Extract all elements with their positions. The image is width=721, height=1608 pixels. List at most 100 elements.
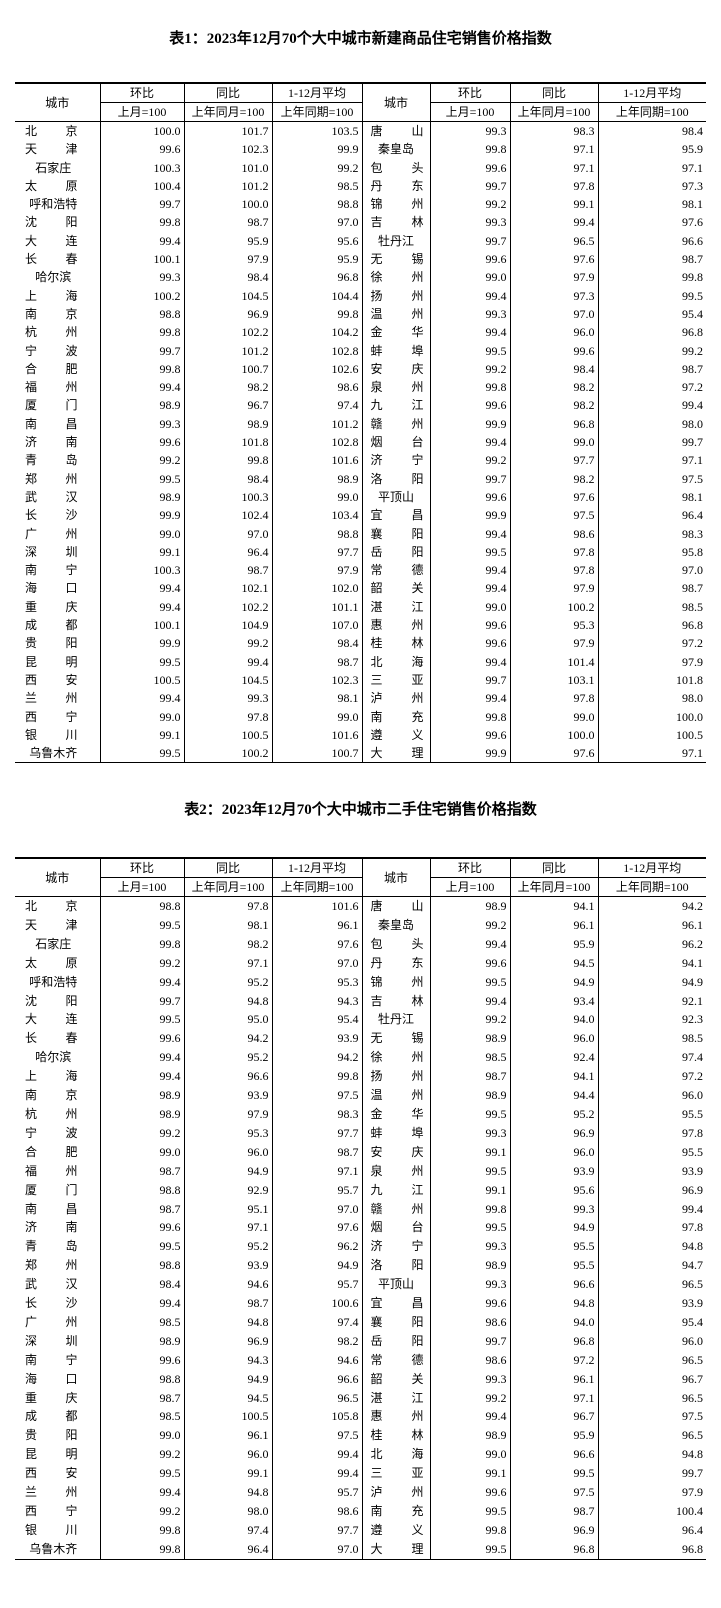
index-value-cell: 98.8 — [99, 1256, 184, 1276]
city-cell: 长春 — [15, 1029, 100, 1048]
city-name: 宜昌 — [370, 1296, 424, 1311]
index-value-cell: 92.4 — [509, 1048, 598, 1068]
index-value-cell: 97.9 — [509, 634, 598, 653]
index-value-cell: 96.9 — [183, 304, 272, 324]
city-name: 长沙 — [25, 1296, 78, 1311]
index-value-cell: 97.3 — [509, 286, 598, 305]
city-cell: 太原 — [15, 177, 100, 195]
index-value-cell: 96.4 — [183, 1539, 272, 1560]
city-name: 南充 — [370, 709, 424, 724]
index-value-cell: 102.1 — [183, 579, 272, 598]
city-cell: 蚌埠 — [361, 341, 430, 360]
table-row: 成都 98.5 100.5 105.8 惠州 99.4 96.7 97.5 — [15, 1407, 706, 1427]
index-value-cell: 103.5 — [271, 121, 362, 141]
index-value-cell: 97.1 — [183, 1218, 272, 1238]
column-header: 同比 — [183, 858, 272, 878]
city-name: 济南 — [25, 1220, 78, 1235]
index-value-cell: 98.2 — [509, 378, 598, 397]
city-cell: 天津 — [15, 140, 100, 158]
city-cell: 石家庄 — [15, 159, 100, 177]
city-name: 呼和浩特 — [29, 197, 78, 212]
city-name: 重庆 — [25, 1390, 78, 1405]
city-name: 无锡 — [370, 252, 424, 267]
index-value-cell: 103.1 — [509, 670, 598, 690]
city-cell: 温州 — [361, 304, 430, 324]
city-name: 蚌埠 — [370, 343, 424, 358]
index-value-cell: 95.6 — [271, 231, 362, 251]
index-value-cell: 95.7 — [271, 1275, 362, 1295]
table-row: 沈阳 99.8 98.7 97.0 吉林 99.3 99.4 97.6 — [15, 213, 706, 232]
index-value-cell: 97.6 — [509, 250, 598, 269]
city-cell: 济南 — [15, 433, 100, 451]
city-name: 锦州 — [370, 197, 424, 212]
index-value-cell: 99.7 — [429, 469, 510, 488]
index-value-cell: 96.0 — [597, 1331, 706, 1351]
index-value-cell: 99.6 — [429, 250, 510, 269]
table-row: 广州 98.5 94.8 97.4 襄阳 98.6 94.0 95.4 — [15, 1312, 706, 1332]
index-value-cell: 99.8 — [429, 707, 510, 726]
table-row: 石家庄 100.3 101.0 99.2 包头 99.6 97.1 97.1 — [15, 158, 706, 177]
index-value-cell: 98.5 — [597, 597, 706, 617]
index-value-cell: 100.0 — [99, 121, 184, 141]
index-value-cell: 94.3 — [183, 1350, 272, 1370]
city-cell: 大理 — [361, 744, 430, 763]
index-value-cell: 96.9 — [509, 1123, 598, 1143]
city-cell: 南宁 — [15, 1351, 100, 1370]
table-header: 城市 环比 同比 1-12月平均 城市 环比 同比 1-12月平均 上月=100 上年同月=100… — [15, 83, 706, 122]
index-value-cell: 95.4 — [597, 1312, 706, 1332]
city-name: 蚌埠 — [370, 1125, 424, 1140]
index-value-cell: 103.4 — [271, 506, 362, 525]
index-value-cell: 96.1 — [183, 1426, 272, 1446]
index-value-cell: 95.4 — [271, 1010, 362, 1030]
index-value-cell: 98.9 — [429, 1029, 510, 1049]
index-value-cell: 94.1 — [509, 1067, 598, 1087]
index-value-cell: 97.0 — [509, 304, 598, 324]
index-value-cell: 98.9 — [99, 396, 184, 415]
city-cell: 上海 — [15, 287, 100, 305]
index-value-cell: 96.7 — [183, 396, 272, 415]
city-name: 丹东 — [370, 178, 424, 193]
city-cell: 韶关 — [361, 579, 430, 598]
index-value-cell: 99.0 — [271, 487, 362, 507]
table-row: 长春 100.1 97.9 95.9 无锡 99.6 97.6 98.7 — [15, 250, 706, 269]
table-row: 西安 99.5 99.1 99.4 三亚 99.1 99.5 99.7 — [15, 1464, 706, 1484]
index-value-cell: 102.4 — [183, 506, 272, 525]
index-value-cell: 97.9 — [597, 1483, 706, 1502]
table-row: 天津 99.5 98.1 96.1 秦皇岛 99.2 96.1 96.1 — [15, 915, 706, 935]
city-name: 西宁 — [25, 1504, 78, 1518]
city-name: 赣州 — [370, 1201, 424, 1216]
index-value-cell: 99.5 — [99, 469, 184, 488]
index-value-cell: 97.9 — [597, 652, 706, 671]
city-name: 石家庄 — [35, 160, 72, 175]
index-value-cell: 98.0 — [183, 1502, 272, 1521]
city-name: 平顶山 — [377, 1277, 414, 1292]
index-value-cell: 98.2 — [509, 396, 598, 415]
city-name: 九江 — [370, 1182, 424, 1197]
city-cell: 南充 — [361, 707, 430, 726]
city-column-header: 城市 — [15, 858, 100, 897]
index-value-cell: 96.5 — [509, 231, 598, 251]
table-row: 北京 98.8 97.8 101.6 唐山 98.9 94.1 94.2 — [15, 896, 706, 916]
index-value-cell: 99.6 — [429, 1294, 510, 1313]
header-row: 上月=100 上年同月=100 上年同期=100 上月=100 上年同月=100 上年同期… — [15, 877, 706, 897]
city-name: 长沙 — [25, 508, 78, 523]
city-cell: 泸州 — [361, 1483, 430, 1502]
city-cell: 武汉 — [15, 1275, 100, 1294]
city-name: 常德 — [370, 563, 424, 578]
index-value-cell: 99.8 — [99, 323, 184, 342]
index-value-cell: 98.4 — [183, 469, 272, 488]
table-row: 南昌 98.7 95.1 97.0 赣州 99.8 99.3 99.4 — [15, 1199, 706, 1219]
index-value-cell: 99.5 — [99, 1237, 184, 1257]
index-value-cell: 99.0 — [99, 1426, 184, 1446]
city-cell: 呼和浩特 — [15, 973, 100, 992]
index-value-cell: 99.8 — [99, 359, 184, 379]
index-value-cell: 99.8 — [429, 1199, 510, 1219]
city-name: 福州 — [25, 1163, 78, 1178]
index-value-cell: 98.7 — [99, 1161, 184, 1181]
index-value-cell: 99.6 — [99, 140, 184, 159]
index-value-cell: 96.6 — [183, 1067, 272, 1087]
index-value-cell: 98.3 — [597, 524, 706, 543]
index-value-cell: 101.2 — [183, 176, 272, 196]
column-base-header: 上年同月=100 — [183, 102, 272, 122]
city-cell: 厦门 — [15, 1181, 100, 1200]
